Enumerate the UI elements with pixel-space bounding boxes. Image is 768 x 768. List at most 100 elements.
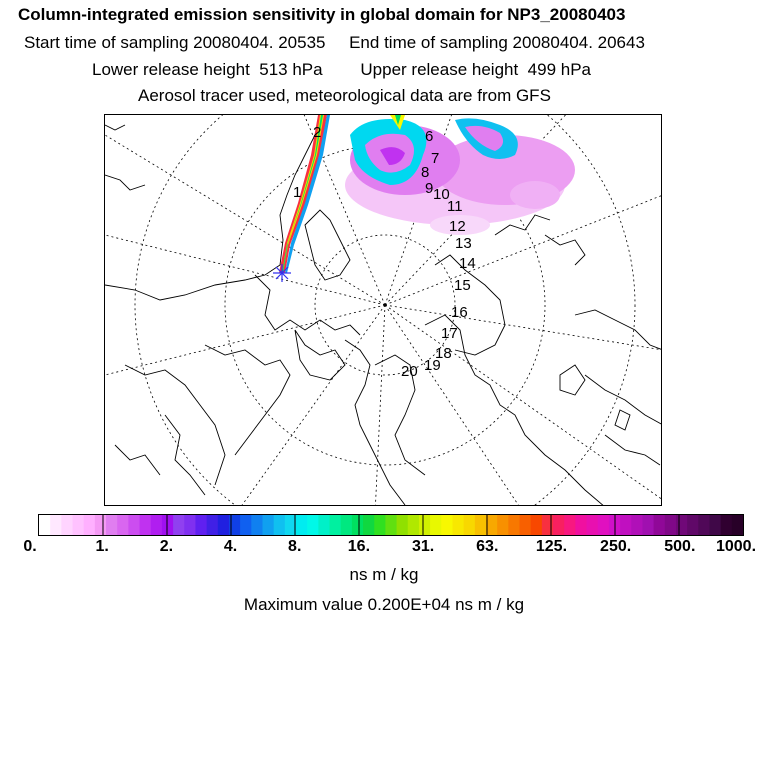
day-marker: 12: [449, 218, 466, 235]
colorbar-swatch: [653, 515, 666, 535]
colorbar-tick-label: 2.: [159, 538, 174, 555]
colorbar-swatch: [72, 515, 85, 535]
lat-circle-70: [224, 144, 546, 466]
colorbar-swatch: [184, 515, 196, 535]
colorbar-swatch: [206, 515, 219, 535]
colorbar-swatch: [50, 515, 62, 535]
colorbar-swatch: [642, 515, 655, 535]
colorbar-swatch: [340, 515, 353, 535]
day-marker: 14: [459, 255, 476, 272]
colorbar-swatch: [452, 515, 465, 535]
colorbar-swatch: [161, 515, 174, 535]
colorbar-swatch: [664, 515, 677, 535]
colorbar-swatch: [430, 515, 442, 535]
sensitivity-plume: [345, 115, 575, 235]
colorbar-swatch: [597, 515, 610, 535]
colorbar-swatch: [94, 515, 107, 535]
colorbar-swatch: [139, 515, 152, 535]
colorbar-swatch: [61, 515, 74, 535]
colorbar-swatch: [329, 515, 342, 535]
colorbar-swatch: [83, 515, 96, 535]
coastlines: [105, 124, 661, 505]
colorbar-tick-label: 63.: [476, 538, 499, 555]
colorbar-swatch: [418, 515, 431, 535]
colorbar-swatch: [173, 515, 185, 535]
colorbar-swatch: [307, 515, 319, 535]
day-marker: 13: [455, 235, 472, 252]
colorbar-swatch: [396, 515, 409, 535]
colorbar-swatch: [564, 515, 576, 535]
colorbar-swatch: [541, 515, 554, 535]
colorbar-swatch: [485, 515, 498, 535]
colorbar-tick-label: 250.: [600, 538, 632, 555]
colorbar-swatch: [553, 515, 565, 535]
colorbar-swatch: [474, 515, 487, 535]
day-marker: 9: [425, 180, 433, 197]
colorbar-tick-label: 1.: [95, 538, 109, 555]
colorbar-swatch: [441, 515, 453, 535]
colorbar-swatch: [586, 515, 599, 535]
release-site-marker: [273, 264, 291, 282]
colorbar-swatch: [128, 515, 141, 535]
colorbar-swatch: [106, 515, 118, 535]
colorbar-swatch: [675, 515, 688, 535]
colorbar-tick-label: 1000.: [715, 538, 757, 555]
colorbar-swatch: [731, 515, 743, 535]
latitude-circles: [134, 115, 636, 505]
day-marker: 20: [401, 363, 418, 380]
day-marker: 11: [447, 198, 463, 215]
colorbar-tick-label: 16.: [347, 538, 371, 555]
lat-circle-80: [314, 234, 456, 376]
colorbar-swatch: [698, 515, 710, 535]
colorbar-swatch: [720, 515, 733, 535]
colorbar-swatch: [240, 515, 252, 535]
colorbar-swatch: [687, 515, 699, 535]
colorbar-swatch: [530, 515, 543, 535]
colorbar-tick-label: 8.: [288, 538, 302, 555]
colorbar-swatch: [351, 515, 364, 535]
max-value-text: Maximum value 0.200E+04 ns m / kg: [243, 595, 525, 614]
colorbar-swatch: [374, 515, 386, 535]
colorbar-tick-label: 125.: [535, 538, 568, 555]
colorbar-swatch: [709, 515, 722, 535]
colorbar-swatch: [273, 515, 286, 535]
day-marker: 19: [424, 357, 441, 374]
colorbar-tick-label: 31.: [411, 538, 435, 555]
tracer-info-line: Aerosol tracer used, meteorological data…: [138, 86, 551, 105]
day-marker: 1: [293, 184, 301, 201]
colorbar-tick-label: 500.: [664, 538, 696, 555]
day-marker: 18: [435, 345, 452, 362]
colorbar-swatch: [39, 515, 51, 535]
release-height-line: Lower release height 513 hPa Upper relea…: [92, 60, 591, 79]
colorbar-unit: ns m / kg: [349, 565, 419, 584]
colorbar-swatch: [318, 515, 331, 535]
colorbar-swatch: [385, 515, 398, 535]
figure-title: Column-integrated emission sensitivity i…: [18, 5, 626, 24]
day-marker: 2: [313, 124, 321, 141]
colorbar-tick-label: 0.: [23, 538, 37, 555]
colorbar-swatch: [497, 515, 509, 535]
colorbar-swatch: [284, 515, 297, 535]
polar-map: 1 2 6 7 8 9 10 11 12 13 14 15 16 17 18 19 20: [104, 114, 662, 506]
colorbar-swatch: [228, 515, 241, 535]
day-marker: 8: [421, 164, 429, 181]
lat-circle-60: [134, 115, 636, 505]
colorbar-swatch: [217, 515, 230, 535]
day-marker: 6: [425, 128, 433, 145]
colorbar-swatch: [508, 515, 520, 535]
day-marker: 15: [454, 277, 471, 294]
day-marker: 17: [441, 325, 458, 342]
colorbar-swatch: [150, 515, 163, 535]
colorbar-swatch: [251, 515, 263, 535]
day-marker: 7: [431, 150, 439, 167]
trajectory-plume: [279, 115, 330, 273]
day-marker: 16: [451, 304, 468, 321]
colorbar-swatch: [363, 515, 375, 535]
colorbar-swatch: [519, 515, 532, 535]
colorbar-swatch: [463, 515, 476, 535]
colorbar-swatch: [296, 515, 308, 535]
colorbar-swatch: [117, 515, 129, 535]
colorbar-swatch: [195, 515, 208, 535]
